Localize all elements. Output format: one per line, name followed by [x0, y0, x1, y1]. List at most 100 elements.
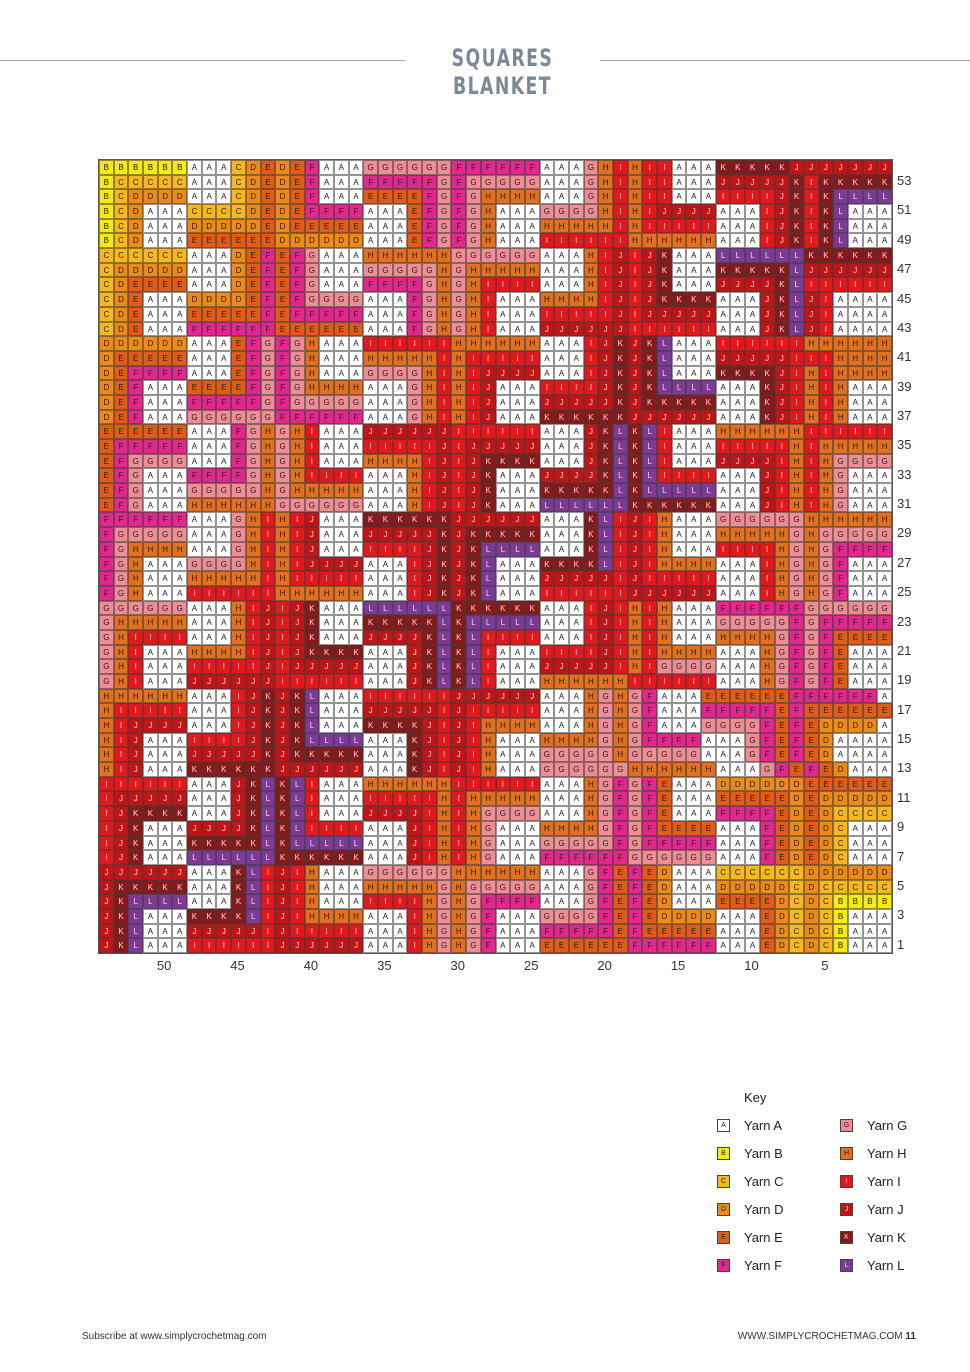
chart-cell: I — [803, 424, 819, 440]
chart-cell: E — [289, 204, 305, 219]
chart-cell: G — [803, 615, 819, 630]
chart-cell: I — [348, 673, 364, 689]
chart-cell: H — [422, 350, 437, 366]
chart-cell: E — [172, 424, 188, 440]
chart-cell: I — [495, 629, 511, 645]
chart-cell: J — [436, 439, 452, 454]
chart-cell: A — [745, 820, 760, 836]
chart-cell: G — [524, 879, 540, 895]
chart-cell: A — [877, 718, 892, 733]
chart-cell: K — [657, 292, 672, 307]
chart-cell: A — [745, 850, 760, 865]
chart-cell: K — [378, 718, 393, 733]
chart-cell: A — [363, 732, 379, 748]
chart-cell: F — [833, 556, 848, 572]
chart-cell: K — [128, 835, 144, 851]
chart-cell: L — [304, 703, 320, 719]
chart-cell: I — [671, 468, 687, 484]
chart-cell: E — [803, 820, 819, 836]
chart-cell: G — [818, 600, 834, 616]
chart-cell: I — [304, 424, 320, 440]
chart-cell: I — [657, 571, 672, 586]
chart-cell: A — [319, 541, 334, 557]
chart-cell: G — [480, 879, 496, 895]
chart-cell: E — [201, 233, 217, 249]
chart-cell: I — [451, 483, 467, 498]
chart-cell: A — [363, 380, 379, 395]
chart-cell: A — [495, 204, 511, 219]
chart-cell: A — [701, 262, 716, 278]
chart-cell: I — [363, 791, 379, 807]
chart-cell: G — [554, 908, 569, 924]
chart-cell: I — [378, 688, 393, 704]
chart-cell: E — [245, 292, 261, 307]
chart-cell: I — [407, 688, 423, 704]
chart-cell: A — [333, 336, 349, 351]
chart-cell: D — [789, 835, 804, 851]
footer-website: WWW.SIMPLYCROCHETMAG.COM 11 — [738, 1331, 916, 1342]
chart-cell: J — [407, 629, 423, 645]
chart-cell: D — [128, 218, 144, 234]
chart-cell: J — [583, 468, 599, 484]
chart-cell: F — [407, 277, 423, 293]
chart-cell: I — [612, 189, 628, 205]
chart-cell: J — [216, 747, 232, 763]
chart-cell: I — [657, 189, 672, 205]
chart-cell: G — [99, 659, 114, 674]
chart-cell: D — [172, 189, 188, 205]
chart-cell: J — [686, 585, 702, 601]
chart-cell: E — [774, 806, 790, 821]
chart-cell: G — [260, 380, 276, 395]
chart-cell: I — [583, 336, 599, 351]
chart-cell: K — [260, 688, 276, 704]
chart-cell: A — [157, 468, 173, 484]
chart-cell: E — [113, 365, 129, 381]
chart-cell: I — [612, 160, 628, 175]
chart-cell: A — [686, 174, 702, 190]
chart-cell: A — [319, 189, 334, 205]
chart-cell: H — [451, 350, 467, 366]
chart-cell: L — [260, 791, 276, 807]
chart-cell: I — [333, 571, 349, 586]
chart-cell: D — [113, 292, 129, 307]
chart-cell: I — [319, 923, 334, 939]
chart-cell: I — [216, 938, 232, 953]
chart-cell: F — [99, 541, 114, 557]
chart-cell: A — [187, 189, 202, 205]
chart-cell: F — [187, 394, 202, 410]
chart-cell: K — [231, 762, 246, 777]
chart-cell: E — [143, 277, 158, 293]
chart-cell: E — [686, 923, 702, 939]
chart-cell: A — [539, 600, 555, 616]
chart-cell: E — [407, 204, 423, 219]
chart-cell: A — [172, 835, 188, 851]
chart-cell: H — [99, 732, 114, 748]
chart-cell: H — [657, 629, 672, 645]
chart-cell: I — [583, 644, 599, 660]
chart-cell: A — [715, 292, 731, 307]
chart-cell: I — [627, 248, 643, 263]
chart-cell: J — [480, 439, 496, 454]
chart-cell: H — [466, 850, 481, 865]
chart-cell: B — [833, 908, 848, 924]
chart-cell: K — [113, 894, 129, 909]
chart-cell: J — [422, 424, 437, 440]
chart-cell: A — [671, 600, 687, 616]
chart-cell: H — [407, 453, 423, 469]
chart-cell: G — [686, 659, 702, 674]
chart-cell: I — [495, 776, 511, 792]
chart-cell: G — [436, 908, 452, 924]
chart-cell: D — [348, 233, 364, 249]
chart-cell: A — [862, 409, 878, 425]
chart-cell: F — [245, 365, 261, 381]
chart-cell: F — [216, 394, 232, 410]
chart-cell: A — [715, 644, 731, 660]
chart-cell: H — [583, 776, 599, 792]
chart-cell: L — [657, 350, 672, 366]
chart-cell: B — [862, 894, 878, 909]
chart-cell: G — [436, 189, 452, 205]
chart-cell: A — [187, 688, 202, 704]
chart-cell: D — [99, 336, 114, 351]
chart-cell: K — [113, 908, 129, 924]
chart-cell: D — [113, 277, 129, 293]
